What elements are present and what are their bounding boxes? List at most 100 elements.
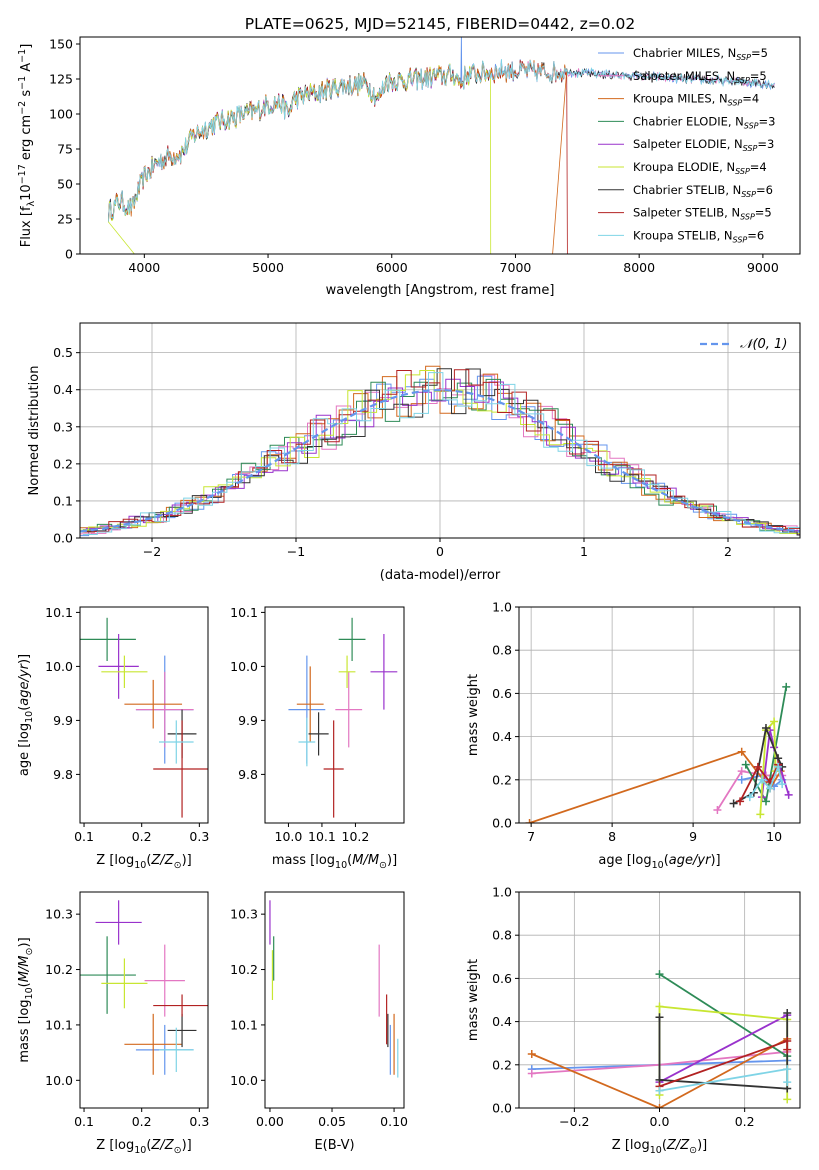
mass-weight-line-4 xyxy=(761,729,790,798)
label-part: age xyxy=(17,681,32,705)
legend-value: =6 xyxy=(747,228,764,242)
legend-value: =6 xyxy=(756,183,773,197)
x-tick-label: 10.1 xyxy=(308,829,336,844)
spectrum-line-2 xyxy=(108,59,568,254)
legend-value: =3 xyxy=(759,114,776,128)
label-part: ( xyxy=(347,853,352,868)
label-part: ⊙ xyxy=(689,1145,697,1156)
y-axis-label: mass weight xyxy=(466,674,481,756)
label-part: s xyxy=(19,90,34,101)
mass-weight-line-2 xyxy=(531,1038,788,1108)
legend-label: Chabrier MILES, N xyxy=(633,46,736,60)
plus-marker xyxy=(766,784,775,793)
legend-entry: 𝒩(0, 1) xyxy=(740,337,787,352)
figure-title: PLATE=0625, MJD=52145, FIBERID=0442, z=0… xyxy=(245,15,635,33)
x-tick-label: 6000 xyxy=(376,260,408,275)
y-tick-label: 9.9 xyxy=(238,713,258,728)
label-part: −1 xyxy=(17,49,28,63)
y-tick-label: 0 xyxy=(65,247,73,262)
legend-label: Kroupa ELODIE, N xyxy=(633,160,735,174)
legend-label: Kroupa STELIB, N xyxy=(633,228,733,242)
legend-entry: Chabrier ELODIE, NSSP=3 xyxy=(633,114,775,130)
x-tick-label: 2 xyxy=(724,544,732,559)
plot-area xyxy=(269,900,399,1078)
axes-frame xyxy=(518,606,801,824)
y-tick-label: 100 xyxy=(49,107,73,122)
plus-marker xyxy=(757,775,766,784)
legend-sub: SSP xyxy=(741,190,756,199)
plus-marker xyxy=(782,682,791,691)
legend-sub: SSP xyxy=(736,53,751,62)
y-tick-label: 10.2 xyxy=(230,962,258,977)
label-part: )] xyxy=(697,1138,707,1153)
panel-mass_vs_Z: 0.1 0.2 0.310.010.110.210.3Z [log10(Z/Z⊙)]… xyxy=(17,891,209,1156)
x-tick-label: 1 xyxy=(580,544,588,559)
label-part: )] xyxy=(387,853,397,868)
legend-label: Salpeter ELODIE, N xyxy=(633,137,743,151)
plus-marker xyxy=(655,1002,664,1011)
label-part: Z [log xyxy=(612,1138,650,1153)
x-tick-label: 0.05 xyxy=(318,1114,346,1129)
y-tick-label: 0.1 xyxy=(53,493,73,508)
x-tick-label: 10 xyxy=(766,829,782,844)
y-tick-label: 125 xyxy=(49,72,73,87)
legend-entry: Salpeter ELODIE, NSSP=3 xyxy=(633,137,774,153)
plus-marker xyxy=(655,1104,664,1108)
legend-label: Kroupa MILES, N xyxy=(633,92,728,106)
plus-marker xyxy=(655,1013,664,1022)
plus-marker xyxy=(783,1078,792,1087)
plus-marker xyxy=(783,1065,792,1074)
x-tick-label: 4000 xyxy=(128,260,160,275)
x-tick-label: −1 xyxy=(287,544,305,559)
axes-frame xyxy=(79,891,209,1109)
plus-marker xyxy=(736,797,745,806)
label-part: yr xyxy=(17,662,32,678)
label-part: −2 xyxy=(17,101,28,115)
axes-frame xyxy=(264,606,405,824)
plus-marker xyxy=(783,1095,792,1104)
label-part: λ xyxy=(26,200,37,206)
plus-marker xyxy=(737,775,746,784)
y-tick-label: 10.0 xyxy=(45,659,73,674)
legend-sub: SSP xyxy=(728,99,743,108)
y-tick-label: 10.1 xyxy=(230,1017,258,1032)
label-part: 10 xyxy=(652,860,664,871)
y-tick-label: 10.0 xyxy=(230,1073,258,1088)
plus-marker xyxy=(527,1069,536,1078)
plus-marker xyxy=(753,762,762,771)
label-part: Z xyxy=(150,853,161,868)
plus-marker xyxy=(655,970,664,979)
legend-value: =5 xyxy=(750,69,767,83)
panel-age_vs_Z: 0.1 0.2 0.39.89.910.010.1Z [log10(Z/Z⊙)]ag… xyxy=(17,605,209,871)
spectrum-line-4 xyxy=(108,63,491,220)
y-tick-label: 1.0 xyxy=(492,600,512,615)
y-tick-label: 9.8 xyxy=(53,767,73,782)
plus-marker xyxy=(761,797,770,806)
legend-value: =4 xyxy=(742,92,759,106)
plus-marker xyxy=(525,819,534,823)
y-tick-label: 10.0 xyxy=(45,1073,73,1088)
axes-frame xyxy=(79,322,801,539)
legend-sub: SSP xyxy=(743,144,758,153)
x-tick-label: 0.3 xyxy=(189,1114,209,1129)
y-tick-label: 10.1 xyxy=(45,1017,73,1032)
y-tick-label: 150 xyxy=(49,37,73,52)
y-axis-label: Flux [fλ10−17 erg cm−2 s−1 A−1] xyxy=(17,44,37,248)
x-axis-label: Z [log10(Z/Z⊙)] xyxy=(612,1138,707,1156)
plus-marker xyxy=(737,747,746,756)
legend-entry: Salpeter STELIB, NSSP=5 xyxy=(633,206,772,222)
x-tick-label: 0.0 xyxy=(650,1114,670,1129)
mass-weight-line-4 xyxy=(659,1014,788,1083)
label-part: mass [log xyxy=(17,999,32,1062)
legend-sub: SSP xyxy=(740,213,755,222)
plus-marker xyxy=(761,723,770,732)
label-part: )] xyxy=(17,654,32,664)
label-part: 10 xyxy=(134,1145,146,1156)
spectrum-line-3 xyxy=(108,60,491,221)
x-tick-label: 9000 xyxy=(747,260,779,275)
x-axis-label: E(B-V) xyxy=(314,1138,354,1153)
x-tick-label: 0.2 xyxy=(132,1114,152,1129)
x-tick-label: 10.0 xyxy=(275,829,303,844)
label-part: 10 xyxy=(335,860,347,871)
label-part: Z xyxy=(666,1138,677,1153)
